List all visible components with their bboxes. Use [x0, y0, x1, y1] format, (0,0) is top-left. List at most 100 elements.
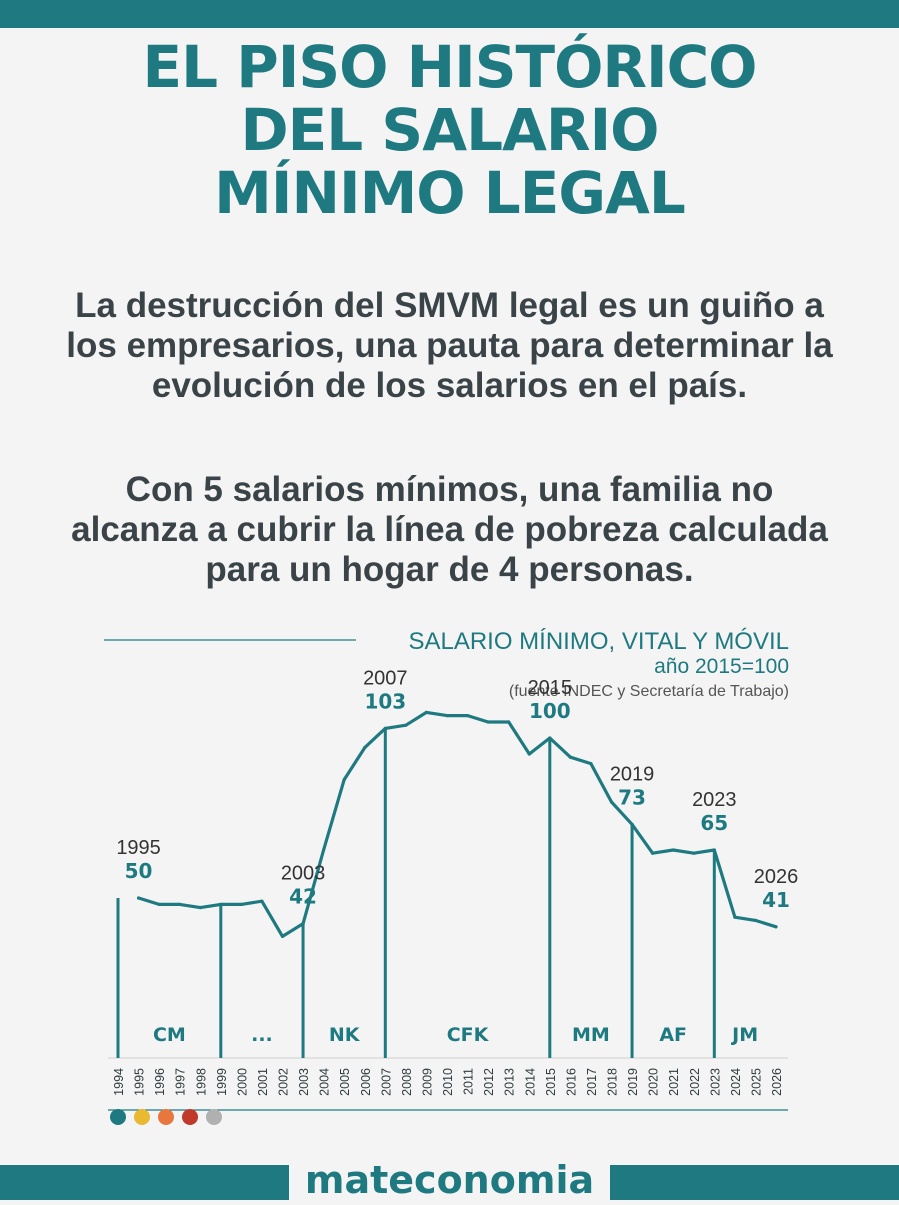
- tick-label-1998: 1998: [194, 1068, 208, 1096]
- legend-dot-3: [158, 1109, 174, 1125]
- annotation-value-1995: 50: [125, 859, 153, 883]
- data-point-2022: [692, 851, 696, 855]
- data-point-2026: [774, 925, 778, 929]
- data-point-1998: [198, 906, 202, 910]
- legend-dot-2: [134, 1109, 150, 1125]
- data-point-2018: [609, 800, 614, 804]
- tick-label-1994: 1994: [112, 1068, 126, 1096]
- tick-label-1995: 1995: [133, 1068, 147, 1096]
- tick-label-2011: 2011: [462, 1068, 476, 1095]
- brand-text: mateconomia: [288, 1158, 611, 1202]
- annotation-year-1995: 1995: [116, 837, 161, 859]
- data-point-2006: [363, 746, 367, 750]
- data-point-2021: [671, 848, 675, 852]
- legend-dot-5: [206, 1109, 222, 1125]
- data-point-2000: [239, 902, 243, 907]
- top-bar: [0, 0, 899, 28]
- period-label-NK: NK: [329, 1024, 361, 1046]
- tick-label-2020: 2020: [647, 1068, 661, 1096]
- data-point-2016: [568, 755, 572, 759]
- tick-label-2009: 2009: [420, 1068, 434, 1096]
- tick-label-1999: 1999: [215, 1068, 229, 1096]
- tick-label-2014: 2014: [523, 1068, 537, 1096]
- data-point-2020: [651, 851, 655, 855]
- tick-label-2024: 2024: [729, 1068, 743, 1096]
- legend-dot-1: [110, 1109, 126, 1125]
- data-point-2014: [527, 752, 531, 756]
- tick-label-2008: 2008: [400, 1068, 414, 1096]
- period-label-CM: CM: [153, 1024, 186, 1046]
- tick-label-2007: 2007: [379, 1068, 393, 1096]
- period-label-MM: MM: [572, 1024, 610, 1046]
- data-point-2013: [507, 720, 511, 724]
- title-line-2: DEL SALARIO: [240, 96, 660, 164]
- data-point-2008: [404, 723, 408, 727]
- tick-label-2010: 2010: [441, 1068, 455, 1096]
- title-line-1: EL PISO HISTÓRICO: [142, 33, 757, 101]
- data-point-2001: [260, 899, 264, 903]
- page-title: EL PISO HISTÓRICO DEL SALARIO MÍNIMO LEG…: [0, 36, 899, 225]
- annotation-year-2007: 2007: [363, 667, 408, 689]
- title-line-3: MÍNIMO LEGAL: [214, 159, 686, 227]
- data-point-2010: [445, 714, 449, 718]
- annotation-value-2019: 73: [618, 785, 646, 809]
- data-point-2004: [322, 848, 326, 852]
- data-point-2009: [424, 710, 429, 715]
- tick-label-2001: 2001: [256, 1068, 270, 1096]
- tick-label-2005: 2005: [338, 1068, 352, 1096]
- annotation-year-2026: 2026: [754, 866, 799, 888]
- tick-label-2006: 2006: [359, 1068, 373, 1096]
- annotation-value-2003: 42: [289, 885, 317, 909]
- tick-label-2022: 2022: [688, 1068, 702, 1096]
- tick-label-2018: 2018: [606, 1068, 620, 1096]
- period-label-CFK: CFK: [447, 1024, 490, 1046]
- tick-label-1996: 1996: [153, 1068, 167, 1096]
- data-point-2025: [753, 918, 758, 923]
- period-label-JM: JM: [730, 1024, 758, 1046]
- tick-label-2002: 2002: [277, 1068, 291, 1096]
- tick-label-2016: 2016: [564, 1068, 578, 1096]
- tick-label-2000: 2000: [235, 1068, 249, 1096]
- tick-label-2021: 2021: [667, 1068, 681, 1096]
- annotation-year-2015: 2015: [528, 677, 573, 699]
- annotation-year-2023: 2023: [692, 789, 737, 811]
- annotation-value-2026: 41: [762, 888, 790, 912]
- data-point-2024: [733, 915, 737, 919]
- data-point-2012: [486, 720, 490, 724]
- tick-label-2003: 2003: [297, 1068, 311, 1096]
- tick-label-2015: 2015: [544, 1068, 558, 1096]
- data-point-1997: [178, 902, 182, 907]
- tick-label-2013: 2013: [503, 1068, 517, 1096]
- chart-source: (fuente INDEC y Secretaría de Trabajo): [509, 683, 789, 700]
- tick-label-2017: 2017: [585, 1068, 599, 1096]
- data-point-2005: [342, 778, 346, 782]
- annotation-year-2019: 2019: [610, 763, 655, 785]
- period-label-xxx: ...: [251, 1024, 273, 1046]
- tick-label-2004: 2004: [318, 1068, 332, 1096]
- period-label-AF: AF: [659, 1024, 687, 1046]
- annotation-value-2015: 100: [529, 699, 571, 723]
- tick-label-2025: 2025: [749, 1068, 763, 1096]
- annotation-year-2003: 2003: [281, 863, 326, 885]
- tick-label-2019: 2019: [626, 1068, 640, 1096]
- annotation-value-2007: 103: [364, 689, 406, 713]
- annotation-value-2023: 65: [700, 811, 728, 835]
- data-point-2002: [280, 934, 285, 939]
- data-point-2011: [465, 714, 470, 718]
- chart-title: SALARIO MÍNIMO, VITAL Y MÓVIL: [408, 628, 789, 655]
- intro-paragraph: La destrucción del SMVM legal es un guiñ…: [66, 286, 833, 405]
- series-line: [137, 710, 778, 939]
- data-point-1996: [157, 902, 161, 907]
- tick-label-1997: 1997: [174, 1068, 188, 1096]
- brand-logo: mateconomia: [0, 1155, 899, 1205]
- data-point-1995: [136, 896, 141, 900]
- tick-label-2023: 2023: [708, 1068, 722, 1096]
- poverty-paragraph: Con 5 salarios mínimos, una familia no a…: [71, 470, 828, 589]
- tick-label-2026: 2026: [770, 1068, 784, 1096]
- legend-dot-4: [182, 1109, 198, 1125]
- tick-label-2012: 2012: [482, 1068, 496, 1096]
- data-point-2017: [589, 762, 593, 766]
- chart-subtitle: año 2015=100: [654, 655, 789, 678]
